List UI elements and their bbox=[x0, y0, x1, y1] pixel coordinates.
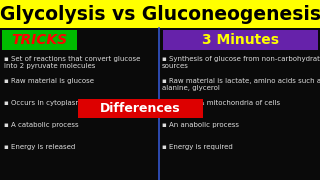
Bar bbox=[0, 28, 320, 180]
Bar bbox=[163, 30, 318, 50]
Text: ▪ Raw material is lactate, amino acids such as
alanine, glycerol: ▪ Raw material is lactate, amino acids s… bbox=[162, 78, 320, 91]
Text: ▪ ...plasm & mitochondria of cells: ▪ ...plasm & mitochondria of cells bbox=[162, 100, 280, 106]
Text: ▪ Synthesis of glucose from non-carbohydrate
sources: ▪ Synthesis of glucose from non-carbohyd… bbox=[162, 56, 320, 69]
Text: Glycolysis vs Gluconeogenesis: Glycolysis vs Gluconeogenesis bbox=[0, 4, 320, 24]
Text: ▪ Occurs in cytoplasm of c...: ▪ Occurs in cytoplasm of c... bbox=[4, 100, 104, 106]
Bar bbox=[78, 99, 203, 118]
Text: ▪ Set of reactions that convert glucose
into 2 pyruvate molecules: ▪ Set of reactions that convert glucose … bbox=[4, 56, 140, 69]
Text: 3 Minutes: 3 Minutes bbox=[202, 33, 279, 47]
Bar bbox=[2, 30, 77, 50]
Text: ▪ A catabolic process: ▪ A catabolic process bbox=[4, 122, 79, 128]
Text: ▪ Energy is required: ▪ Energy is required bbox=[162, 144, 233, 150]
Text: ▪ Raw material is glucose: ▪ Raw material is glucose bbox=[4, 78, 94, 84]
Text: ▪ An anabolic process: ▪ An anabolic process bbox=[162, 122, 239, 128]
Text: TRICKS: TRICKS bbox=[12, 33, 68, 47]
Text: Differences: Differences bbox=[100, 102, 181, 115]
Bar bbox=[0, 0, 320, 28]
Text: ▪ Energy is released: ▪ Energy is released bbox=[4, 144, 75, 150]
